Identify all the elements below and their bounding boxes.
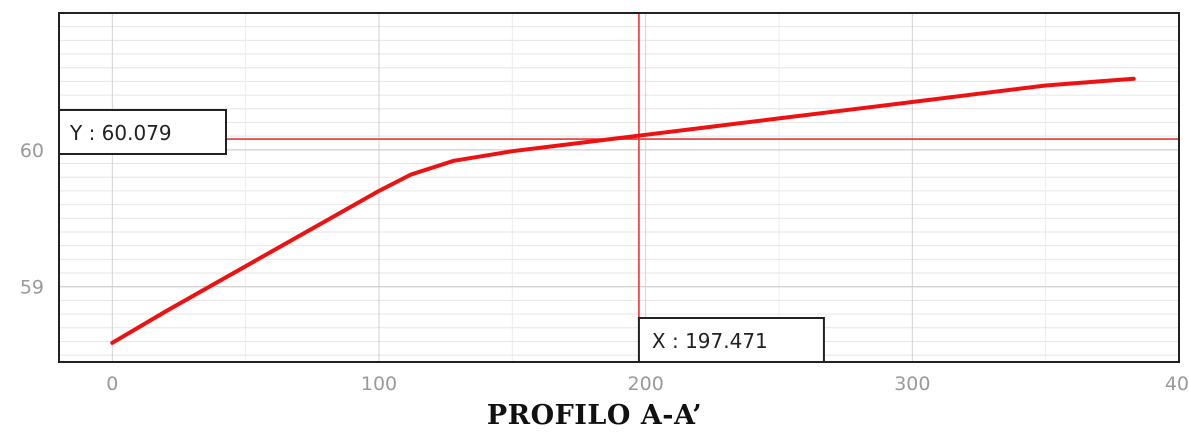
x-tick-label: 40	[1165, 373, 1189, 395]
y-tick-label: 60	[20, 140, 44, 162]
x-tick-label: 200	[628, 373, 664, 395]
plot-frame	[58, 12, 1180, 363]
y-readout-box	[58, 109, 227, 155]
x-tick-label: 100	[361, 373, 397, 395]
x-readout-box	[637, 317, 825, 363]
y-readout-label: Y : 60.079	[69, 121, 172, 145]
profile-line-series	[110, 76, 1136, 345]
chart-plot: 59 60 0 100 200 300 40 Y : 60.079 X : 197.471	[20, 12, 1189, 395]
x-tick-label: 0	[106, 373, 118, 395]
y-tick-label: 59	[20, 277, 44, 299]
x-tick-label: 300	[894, 373, 930, 395]
x-readout-label: X : 197.471	[652, 329, 768, 353]
chart-title: PROFILO A-A’	[486, 400, 703, 431]
plot-background	[59, 13, 1179, 362]
